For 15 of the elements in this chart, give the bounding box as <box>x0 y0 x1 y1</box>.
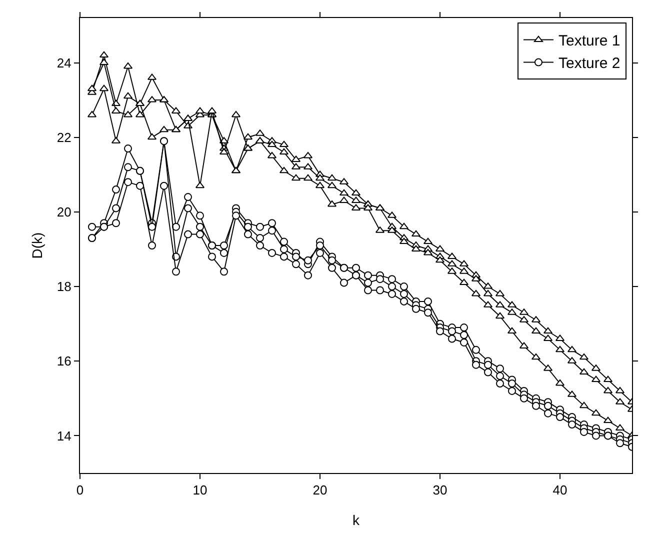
x-tick-label: 30 <box>432 482 448 498</box>
y-tick-label: 14 <box>56 428 72 444</box>
legend-label: Texture 1 <box>558 32 620 50</box>
legend-label: Texture 2 <box>558 55 620 72</box>
y-axis-title: D(k) <box>29 232 45 259</box>
x-tick-label: 20 <box>312 482 328 498</box>
x-axis-title: k <box>352 512 360 528</box>
y-tick-label: 16 <box>56 354 72 369</box>
y-tick-label: 24 <box>56 55 72 70</box>
y-tick-label: 20 <box>56 204 72 220</box>
x-tick-label: 40 <box>552 482 568 498</box>
y-tick-label: 22 <box>56 130 72 145</box>
y-tick-label: 18 <box>56 279 72 294</box>
x-tick-label: 10 <box>192 482 208 498</box>
x-tick-label: 0 <box>76 482 84 498</box>
